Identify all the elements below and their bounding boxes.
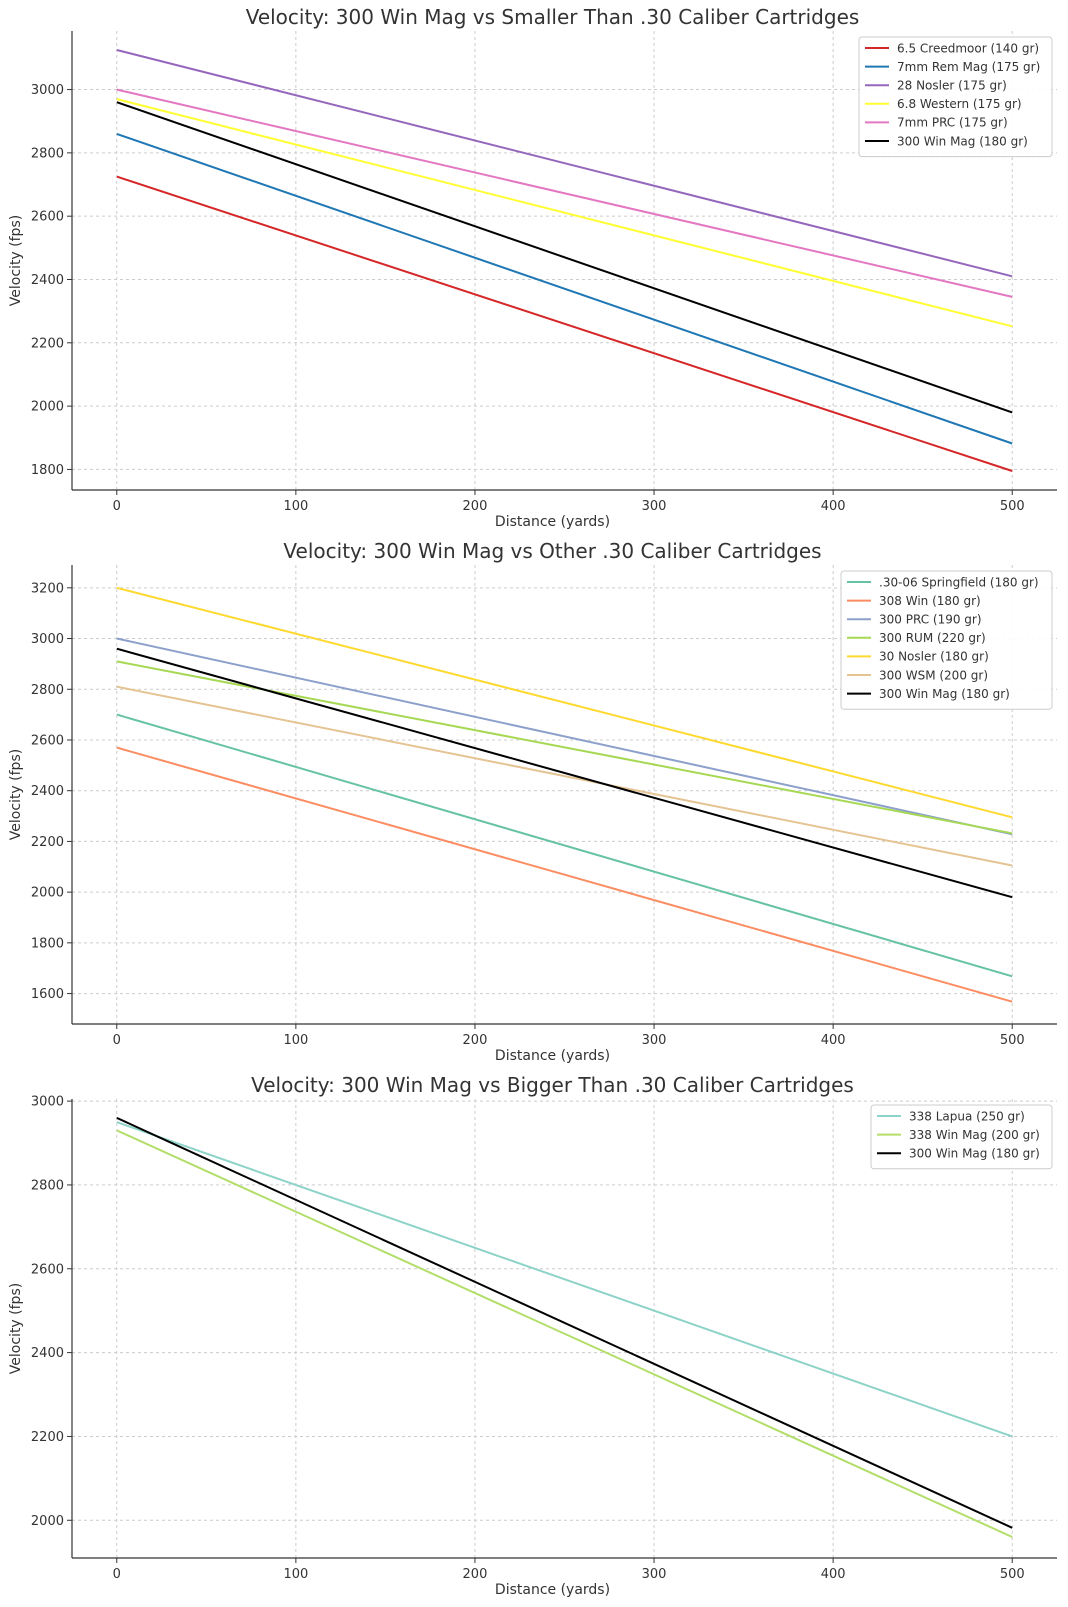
series-line: [116, 1121, 1013, 1438]
x-tick-label: 500: [1000, 1033, 1025, 1048]
x-tick-label: 500: [1000, 1567, 1025, 1582]
series-line: [116, 746, 1013, 1003]
y-tick-label: 2400: [31, 1346, 64, 1361]
series-line: [116, 713, 1013, 978]
y-axis-label: Velocity (fps): [8, 1283, 24, 1374]
x-tick-label: 500: [1000, 499, 1025, 514]
legend: .30-06 Springfield (180 gr) 308 Win (180 …: [840, 570, 1053, 710]
x-tick-label: 300: [642, 1033, 667, 1048]
y-tick-label: 1600: [31, 987, 64, 1002]
legend-label: 30 Nosler (180 gr): [879, 650, 989, 664]
y-axis-label: Velocity (fps): [8, 215, 24, 306]
x-tick-label: 100: [283, 1033, 308, 1048]
y-tick-label: 3000: [31, 632, 64, 647]
x-axis-label: Distance (yards): [495, 1048, 610, 1064]
legend-label: 300 Win Mag (180 gr): [879, 687, 1010, 701]
x-tick-label: 0: [113, 1033, 121, 1048]
y-tick-label: 2000: [31, 400, 64, 415]
chart-title: Velocity: 300 Win Mag vs Bigger Than .30…: [251, 1073, 854, 1097]
legend-label: 6.5 Creedmoor (140 gr): [897, 41, 1039, 55]
x-tick-label: 300: [642, 499, 667, 514]
chart-panel-other-30-calibers: 0 100 200 300 400 500 1600 1800 2000 2200 2400 2600…: [8, 539, 1057, 1064]
x-axis-label: Distance (yards): [495, 1582, 610, 1598]
series-line: [116, 88, 1013, 298]
y-tick-label: 2600: [31, 210, 64, 225]
series-line: [116, 685, 1013, 867]
legend-label: 300 WSM (200 gr): [879, 668, 988, 682]
legend: 6.5 Creedmoor (140 gr) 7mm Rem Mag (175 g…: [858, 36, 1053, 158]
legend-label: 338 Lapua (250 gr): [909, 1109, 1025, 1123]
legend-box: [840, 570, 1053, 710]
legend: 338 Lapua (250 gr) 338 Win Mag (200 gr) 30…: [870, 1104, 1053, 1170]
legend-label: 300 Win Mag (180 gr): [897, 134, 1028, 148]
y-tick-label: 2600: [31, 1262, 64, 1277]
y-tick-label: 2800: [31, 1178, 64, 1193]
legend-label: 28 Nosler (175 gr): [897, 79, 1007, 93]
legend-label: 300 PRC (190 gr): [879, 613, 982, 627]
series-line: [116, 586, 1013, 819]
y-tick-label: 1800: [31, 463, 64, 478]
x-tick-label: 0: [113, 499, 121, 514]
x-tick-label: 400: [821, 1033, 846, 1048]
x-tick-label: 200: [463, 499, 488, 514]
x-tick-label: 100: [283, 1567, 308, 1582]
series-line: [116, 132, 1013, 445]
legend-box: [870, 1104, 1053, 1170]
x-axis-label: Distance (yards): [495, 514, 610, 530]
y-tick-label: 2000: [31, 1514, 64, 1529]
legend-label: 300 Win Mag (180 gr): [909, 1147, 1040, 1161]
chart-panel-bigger-calibers: 0 100 200 300 400 500 2000 2200 2400 2600 2800 3000…: [8, 1073, 1057, 1598]
y-tick-label: 3000: [31, 1095, 64, 1110]
x-tick-label: 400: [821, 499, 846, 514]
series-line: [116, 647, 1013, 899]
y-tick-label: 2200: [31, 336, 64, 351]
series-line: [116, 98, 1013, 328]
x-tick-label: 300: [642, 1567, 667, 1582]
chart-title: Velocity: 300 Win Mag vs Other .30 Calib…: [283, 539, 821, 563]
series-line: [116, 175, 1013, 472]
chart-title: Velocity: 300 Win Mag vs Smaller Than .3…: [246, 5, 860, 29]
legend-label: 300 RUM (220 gr): [879, 631, 986, 645]
legend-label: 308 Win (180 gr): [879, 594, 981, 608]
y-tick-label: 1800: [31, 936, 64, 951]
series-line: [116, 1116, 1013, 1529]
y-axis-label: Velocity (fps): [8, 749, 24, 840]
series-line: [116, 637, 1013, 836]
x-tick-label: 0: [113, 1567, 121, 1582]
y-tick-label: 3200: [31, 581, 64, 596]
x-tick-label: 100: [283, 499, 308, 514]
y-tick-label: 2400: [31, 784, 64, 799]
y-tick-label: 2800: [31, 683, 64, 698]
series-line: [116, 1129, 1013, 1538]
y-tick-label: 2000: [31, 886, 64, 901]
x-tick-label: 200: [463, 1567, 488, 1582]
legend-label: 6.8 Western (175 gr): [897, 97, 1022, 111]
legend-label: .30-06 Springfield (180 gr): [879, 575, 1039, 589]
x-tick-label: 400: [821, 1567, 846, 1582]
y-tick-label: 2200: [31, 835, 64, 850]
legend-label: 338 Win Mag (200 gr): [909, 1128, 1040, 1142]
y-tick-label: 2800: [31, 146, 64, 161]
y-tick-label: 2400: [31, 273, 64, 288]
x-tick-label: 200: [463, 1033, 488, 1048]
chart-panel-smaller-calibers: 0 100 200 300 400 500 1800 2000 2200 2400 2600 2800…: [8, 5, 1057, 530]
legend-label: 7mm PRC (175 gr): [897, 116, 1008, 130]
legend-box: [858, 36, 1053, 158]
legend-label: 7mm Rem Mag (175 gr): [897, 60, 1040, 74]
series-line: [116, 49, 1013, 278]
series-line: [116, 101, 1013, 414]
y-tick-label: 3000: [31, 83, 64, 98]
y-tick-label: 2600: [31, 733, 64, 748]
y-tick-label: 2200: [31, 1430, 64, 1445]
